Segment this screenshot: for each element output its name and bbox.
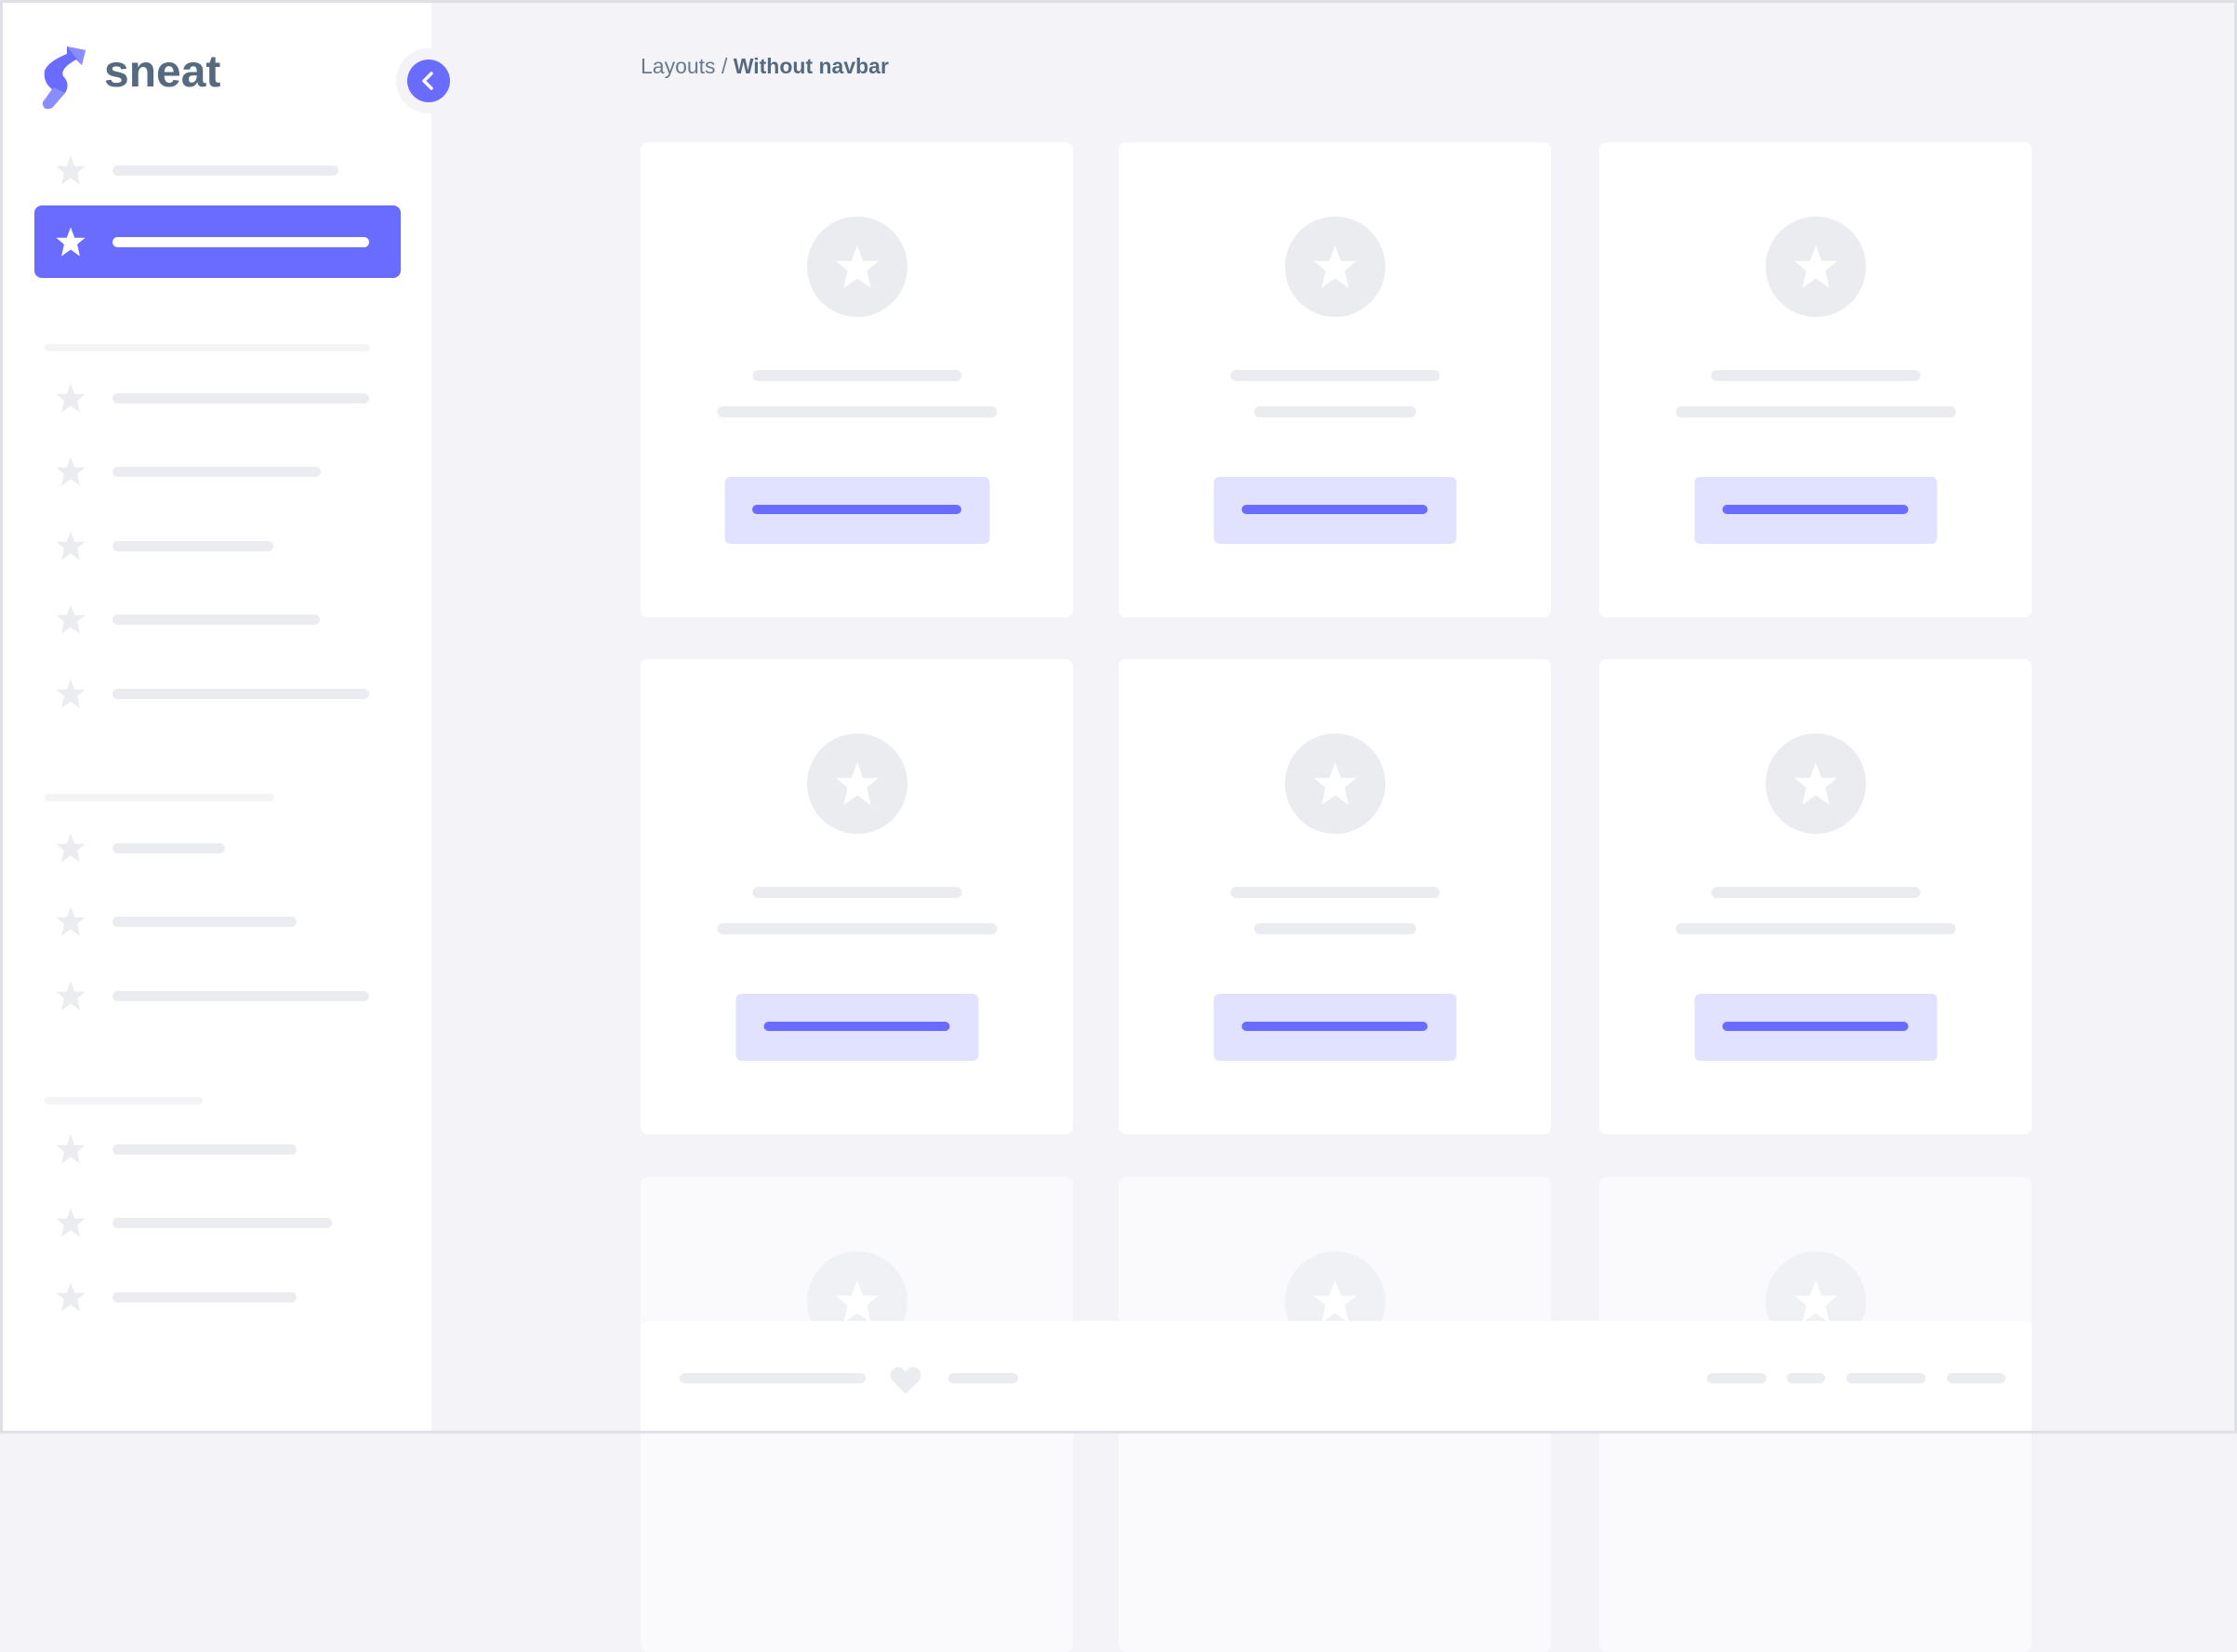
chevron-left-icon xyxy=(422,72,433,90)
card-button-label-placeholder xyxy=(1722,1022,1909,1031)
star-icon xyxy=(56,456,86,486)
footer-text-placeholder xyxy=(680,1373,866,1383)
star-icon xyxy=(56,383,86,413)
sidebar-item[interactable] xyxy=(34,583,401,655)
star-icon xyxy=(56,604,86,634)
sidebar: sneat xyxy=(0,0,431,1434)
card-avatar xyxy=(1284,733,1385,834)
star-icon xyxy=(835,762,879,805)
sidebar-item[interactable] xyxy=(34,1186,401,1259)
card-button-label-placeholder xyxy=(1241,505,1428,514)
sidebar-item[interactable] xyxy=(34,509,401,582)
card-text-placeholder xyxy=(1675,406,1955,417)
breadcrumb: Layouts / Without navbar xyxy=(641,54,889,79)
sneat-logo-icon xyxy=(43,46,86,110)
sidebar-item-active[interactable] xyxy=(34,205,401,278)
card-button[interactable] xyxy=(1694,994,1937,1061)
star-icon xyxy=(835,245,879,288)
footer-link-placeholder[interactable] xyxy=(1707,1373,1767,1383)
card-title-placeholder xyxy=(752,887,961,898)
card-button[interactable] xyxy=(1213,477,1456,544)
card-avatar xyxy=(806,217,907,317)
star-icon xyxy=(1794,1280,1837,1323)
star-icon xyxy=(56,679,86,708)
footer xyxy=(641,1321,2032,1434)
card-avatar xyxy=(1284,217,1385,317)
star-icon xyxy=(1313,245,1357,288)
star-icon xyxy=(835,1280,879,1323)
card-text-placeholder xyxy=(1253,923,1416,934)
sidebar-item[interactable] xyxy=(34,362,401,434)
card-title-placeholder xyxy=(1711,887,1920,898)
footer-link-placeholder[interactable] xyxy=(1787,1373,1825,1383)
collapse-sidebar-button[interactable] xyxy=(407,59,450,102)
star-icon xyxy=(56,1208,86,1237)
breadcrumb-parent[interactable]: Layouts xyxy=(641,54,716,78)
card-text-placeholder xyxy=(1253,406,1416,417)
card-button[interactable] xyxy=(735,994,978,1061)
star-icon xyxy=(56,531,86,561)
card-avatar xyxy=(1765,217,1866,317)
sidebar-item[interactable] xyxy=(34,134,401,206)
heart-icon xyxy=(890,1367,921,1394)
card-title-placeholder xyxy=(1711,370,1920,381)
section-divider xyxy=(45,1097,203,1104)
card-button-label-placeholder xyxy=(763,1022,950,1031)
star-icon xyxy=(56,1134,86,1164)
card-avatar xyxy=(806,733,907,834)
card-button-label-placeholder xyxy=(1722,505,1909,514)
section-divider xyxy=(45,344,370,351)
card-button-label-placeholder xyxy=(1241,1022,1428,1031)
placeholder-card xyxy=(641,142,1073,617)
star-icon xyxy=(56,155,86,185)
card-text-placeholder xyxy=(717,923,997,934)
placeholder-card xyxy=(1118,659,1551,1134)
breadcrumb-separator: / xyxy=(715,54,734,78)
brand-name: sneat xyxy=(104,47,221,97)
sidebar-item[interactable] xyxy=(34,885,401,958)
card-text-placeholder xyxy=(717,406,997,417)
card-button[interactable] xyxy=(1213,994,1456,1061)
breadcrumb-current: Without navbar xyxy=(733,54,889,78)
star-icon xyxy=(1794,245,1837,288)
star-icon xyxy=(56,981,86,1011)
footer-link-placeholder[interactable] xyxy=(1847,1373,1926,1383)
sidebar-item[interactable] xyxy=(34,812,401,884)
sidebar-item[interactable] xyxy=(34,435,401,508)
placeholder-card xyxy=(1599,142,2032,617)
star-icon xyxy=(1794,762,1837,805)
card-title-placeholder xyxy=(752,370,961,381)
card-avatar xyxy=(1765,733,1866,834)
card-button[interactable] xyxy=(1694,477,1937,544)
star-icon xyxy=(1313,762,1357,805)
footer-link-placeholder[interactable] xyxy=(1947,1373,2005,1383)
star-icon xyxy=(56,833,86,863)
sidebar-item[interactable] xyxy=(34,1261,401,1333)
star-icon xyxy=(56,1282,86,1312)
placeholder-card xyxy=(641,659,1073,1134)
card-text-placeholder xyxy=(1675,923,1955,934)
star-icon xyxy=(56,906,86,936)
placeholder-card xyxy=(1599,659,2032,1134)
card-button[interactable] xyxy=(724,477,989,544)
placeholder-card xyxy=(1118,142,1551,617)
footer-link-placeholder[interactable] xyxy=(948,1373,1018,1383)
star-icon xyxy=(1313,1280,1357,1323)
card-button-label-placeholder xyxy=(752,505,961,514)
sidebar-item[interactable] xyxy=(34,1113,401,1185)
star-icon xyxy=(56,227,86,257)
sidebar-item[interactable] xyxy=(34,657,401,730)
sidebar-item[interactable] xyxy=(34,959,401,1032)
card-title-placeholder xyxy=(1230,887,1439,898)
section-divider xyxy=(45,794,274,801)
card-title-placeholder xyxy=(1230,370,1439,381)
